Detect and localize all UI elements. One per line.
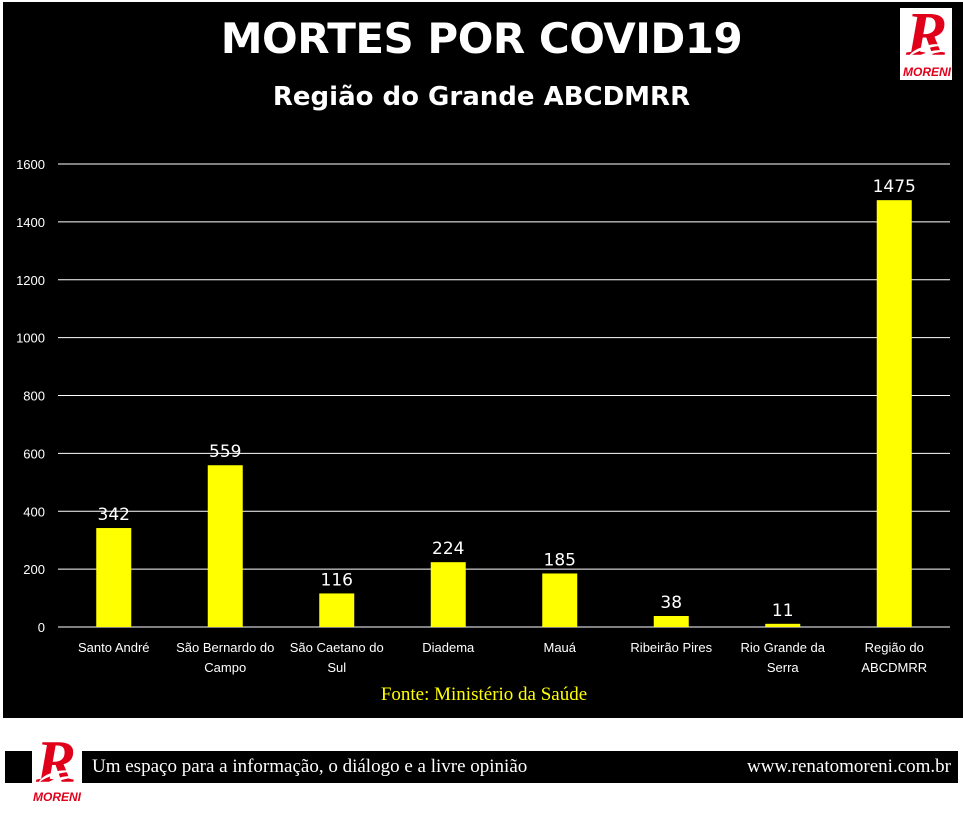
bar-chart: 0 200 400 600 800 1000 1200 1400 1600 342 559 116 2… [16, 157, 950, 675]
chart-title: MORTES POR COVID19 [220, 14, 743, 63]
bar [96, 528, 132, 627]
data-labels: 342 559 116 224 185 38 11 1475 [98, 177, 916, 621]
footer-url[interactable]: www.renatomoreni.com.br [746, 756, 951, 777]
logo-brand-text: MORENI [903, 65, 951, 79]
category-label: Diadema [422, 640, 475, 655]
bar [319, 593, 355, 627]
data-label: 224 [432, 539, 464, 559]
bar [653, 616, 689, 627]
y-tick-label: 1600 [16, 157, 45, 172]
y-tick-label: 1200 [16, 273, 45, 288]
bar [876, 200, 912, 627]
category-label: Serra [767, 660, 800, 675]
category-label: Rio Grande da [740, 640, 825, 655]
data-label: 342 [98, 505, 130, 525]
data-label: 185 [544, 550, 576, 570]
bars [96, 200, 912, 627]
y-tick-label: 1000 [16, 331, 45, 346]
category-label: Santo André [78, 640, 150, 655]
y-tick-label: 1400 [16, 215, 45, 230]
data-label: 38 [660, 593, 682, 613]
chart-subtitle: Região do Grande ABCDMRR [272, 82, 691, 112]
bar [207, 465, 243, 627]
category-label: ABCDMRR [861, 660, 927, 675]
moreni-logo-footer: R MORENI [32, 732, 82, 806]
category-label: São Bernardo do [176, 640, 274, 655]
footer-slogan: Um espaço para a informação, o diálogo e… [92, 756, 528, 777]
category-label: Mauá [543, 640, 576, 655]
y-tick-label: 600 [23, 446, 45, 461]
category-label: Ribeirão Pires [630, 640, 712, 655]
moreni-logo: R MORENI [900, 4, 952, 80]
footer-bar [5, 751, 958, 783]
data-label: 559 [209, 442, 241, 462]
gridlines [58, 163, 950, 628]
source-note: Fonte: Ministério da Saúde [380, 684, 588, 705]
category-label: Campo [204, 660, 246, 675]
logo-r-glyph: R [906, 1, 948, 69]
category-label: São Caetano do [290, 640, 384, 655]
data-label: 11 [772, 601, 794, 621]
bar [765, 623, 801, 627]
chart-panel [3, 2, 963, 718]
y-tick-label: 200 [23, 562, 45, 577]
bar [430, 562, 466, 627]
logo-r-glyph: R [36, 729, 77, 795]
category-label: Região do [865, 640, 924, 655]
y-tick-label: 800 [23, 389, 45, 404]
category-label: Sul [327, 660, 346, 675]
y-axis: 0 200 400 600 800 1000 1200 1400 1600 [16, 157, 45, 635]
logo-brand-text: MORENI [33, 790, 81, 804]
x-axis-labels: Santo André São Bernardo do Campo São Caeta… [78, 640, 927, 675]
data-label: 1475 [873, 177, 916, 197]
y-tick-label: 400 [23, 504, 45, 519]
y-tick-label: 0 [38, 620, 45, 635]
bar [542, 573, 578, 627]
data-label: 116 [321, 570, 353, 590]
